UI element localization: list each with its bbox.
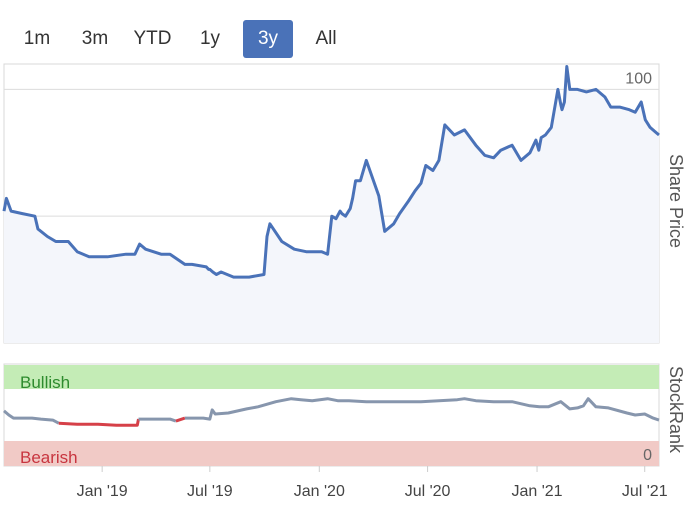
x-tick-label: Jan '21 <box>511 483 562 500</box>
bearish-band-label: Bearish <box>20 448 78 467</box>
x-tick-label: Jan '20 <box>294 483 345 500</box>
stockrank-line-bearish <box>175 416 186 423</box>
rank-axis-label: StockRank <box>666 366 686 454</box>
tab-3y[interactable]: 3y <box>243 20 293 58</box>
stockrank-line <box>3 409 60 425</box>
x-tick-label: Jul '19 <box>187 483 233 500</box>
price-axis-label: Share Price <box>666 154 686 248</box>
tab-3m[interactable]: 3m <box>81 28 109 49</box>
rank-tick-label: 0 <box>643 447 652 464</box>
tab-1m[interactable]: 1m <box>23 28 51 49</box>
tab-all[interactable]: All <box>315 28 337 49</box>
bullish-band <box>4 365 659 389</box>
x-tick-label: Jul '21 <box>622 483 668 500</box>
tab-1y[interactable]: 1y <box>199 28 221 49</box>
stockrank-line-bearish <box>58 418 140 427</box>
x-tick-label: Jul '20 <box>405 483 451 500</box>
price-tick-label: 100 <box>625 70 652 87</box>
bearish-band <box>4 441 659 466</box>
x-tick-label: Jan '19 <box>77 483 128 500</box>
bullish-band-label: Bullish <box>20 373 70 392</box>
stockrank-line <box>138 417 177 423</box>
stockrank-line <box>184 397 660 422</box>
tab-ytd[interactable]: YTD <box>133 28 172 49</box>
price-area <box>4 66 659 343</box>
price-line <box>2 65 660 279</box>
